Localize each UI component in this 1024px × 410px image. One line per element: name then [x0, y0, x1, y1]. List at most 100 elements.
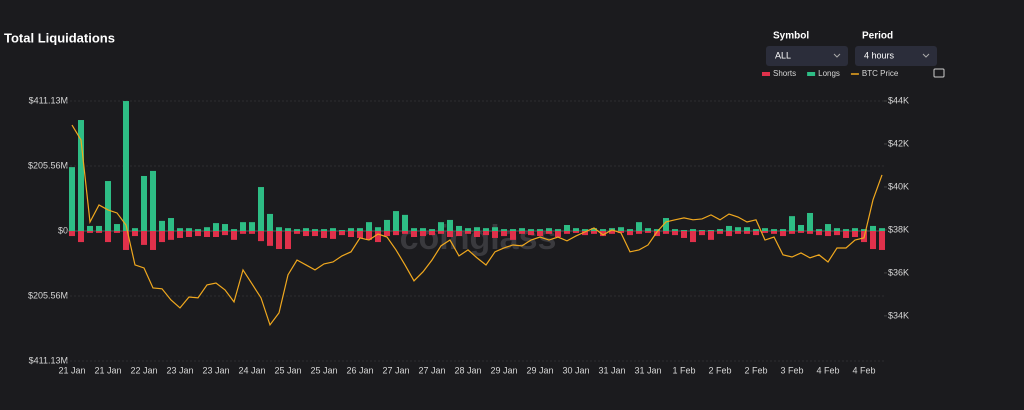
x-tick-label: 3 Feb	[780, 365, 803, 375]
bar	[186, 228, 192, 231]
bar	[231, 231, 237, 240]
bar	[357, 228, 363, 231]
bar	[375, 231, 381, 243]
bar	[654, 229, 660, 231]
bar	[294, 231, 300, 234]
bar	[402, 214, 408, 231]
bar	[672, 231, 678, 236]
x-tick-label: 26 Jan	[346, 365, 373, 375]
y2-tick-label: $44K	[888, 95, 909, 105]
bar	[105, 231, 111, 243]
bar	[519, 228, 525, 231]
bar	[645, 231, 651, 233]
bar	[168, 218, 174, 231]
bar	[150, 170, 156, 231]
bar	[150, 231, 156, 250]
bar	[726, 231, 732, 237]
bar	[195, 231, 201, 237]
bar	[843, 229, 849, 231]
y-tick-label: $0	[58, 225, 68, 235]
bar	[393, 211, 399, 231]
bar	[645, 228, 651, 231]
bar	[753, 231, 759, 236]
bar	[555, 229, 561, 231]
bar	[771, 231, 777, 234]
bar	[852, 231, 858, 238]
symbol-select[interactable]	[766, 46, 848, 66]
bar	[816, 231, 822, 236]
bar	[96, 225, 102, 231]
bar	[132, 228, 138, 231]
legend-swatch	[807, 72, 816, 76]
bar	[735, 227, 741, 231]
bar	[96, 231, 102, 233]
bar	[834, 228, 840, 231]
x-tick-label: 29 Jan	[526, 365, 553, 375]
bar	[870, 231, 876, 250]
bar	[429, 229, 435, 231]
bar	[780, 231, 786, 237]
bar	[879, 228, 885, 231]
bar	[366, 231, 372, 240]
bar	[240, 231, 246, 234]
bar	[699, 230, 705, 231]
bar	[132, 231, 138, 237]
bar	[564, 231, 570, 234]
bar	[204, 227, 210, 231]
bar	[501, 231, 507, 237]
bar	[582, 229, 588, 231]
bar	[573, 228, 579, 231]
watermark: coinglass	[400, 219, 557, 257]
bar	[564, 224, 570, 231]
bar	[420, 228, 426, 231]
bar	[303, 228, 309, 231]
camera-icon[interactable]	[933, 68, 945, 78]
bar	[348, 231, 354, 238]
legend-label: BTC Price	[862, 69, 899, 78]
bar	[744, 227, 750, 231]
bar	[267, 231, 273, 246]
bar	[627, 229, 633, 231]
period-select[interactable]	[855, 46, 937, 66]
bar	[330, 231, 336, 239]
bar	[717, 231, 723, 234]
y2-tick-label: $42K	[888, 138, 909, 148]
bar	[411, 231, 417, 238]
y2-tick-label: $34K	[888, 310, 909, 320]
y-tick-label: $411.13M	[29, 95, 68, 105]
bar	[249, 222, 255, 231]
x-tick-label: 31 Jan	[634, 365, 661, 375]
bar	[618, 227, 624, 231]
bar	[807, 231, 813, 234]
bar	[222, 231, 228, 236]
bar	[636, 222, 642, 231]
bar	[87, 231, 93, 233]
bar	[447, 219, 453, 231]
bar	[546, 231, 552, 234]
bar	[447, 231, 453, 238]
bar	[699, 231, 705, 236]
bar	[618, 231, 624, 233]
y-tick-label: $205.56M	[28, 160, 68, 170]
y2-tick-label: $40K	[888, 181, 909, 191]
bar	[816, 229, 822, 231]
bar	[186, 231, 192, 238]
bar	[537, 229, 543, 231]
bar	[726, 225, 732, 231]
legend-label: Longs	[818, 69, 840, 78]
x-tick-label: 4 Feb	[816, 365, 839, 375]
bar	[591, 231, 597, 234]
x-tick-label: 25 Jan	[310, 365, 337, 375]
bar	[159, 231, 165, 243]
bar	[735, 231, 741, 234]
x-tick-label: 2 Feb	[708, 365, 731, 375]
bar	[105, 181, 111, 231]
control-label: Period	[862, 31, 893, 42]
chevron	[833, 53, 841, 58]
bar	[708, 230, 714, 231]
x-tick-label: 23 Jan	[202, 365, 229, 375]
bar	[411, 228, 417, 231]
